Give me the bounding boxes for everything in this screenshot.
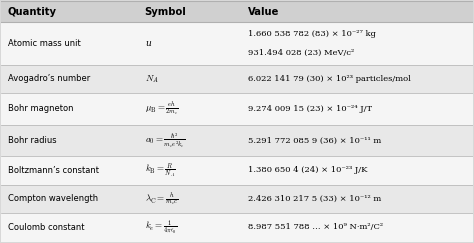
- Bar: [1, 125, 473, 156]
- Text: 1.660 538 782 (83) × 10⁻²⁷ kg: 1.660 538 782 (83) × 10⁻²⁷ kg: [248, 30, 376, 38]
- Text: $\lambda_\mathrm{C} = \frac{h}{m_e c}$: $\lambda_\mathrm{C} = \frac{h}{m_e c}$: [145, 191, 178, 207]
- Text: Coulomb constant: Coulomb constant: [8, 223, 84, 232]
- Text: Compton wavelength: Compton wavelength: [8, 194, 98, 203]
- Text: $N_A$: $N_A$: [145, 73, 159, 85]
- Bar: [1, 185, 473, 213]
- Text: Boltzmann’s constant: Boltzmann’s constant: [8, 166, 99, 175]
- Bar: [1, 213, 473, 242]
- Text: $\mu_\mathrm{B} = \frac{eh}{2m_e}$: $\mu_\mathrm{B} = \frac{eh}{2m_e}$: [145, 100, 179, 117]
- Bar: [1, 22, 473, 65]
- Bar: [1, 93, 473, 125]
- Text: Atomic mass unit: Atomic mass unit: [8, 39, 80, 48]
- Text: 1.380 650 4 (24) × 10⁻²³ J/K: 1.380 650 4 (24) × 10⁻²³ J/K: [248, 166, 367, 174]
- Text: Symbol: Symbol: [144, 7, 186, 17]
- Text: Value: Value: [248, 7, 279, 17]
- Bar: [1, 1, 473, 22]
- Text: 931.494 028 (23) MeV/c²: 931.494 028 (23) MeV/c²: [248, 49, 354, 57]
- Text: $k_\mathrm{B} = \frac{R}{N_A}$: $k_\mathrm{B} = \frac{R}{N_A}$: [145, 162, 176, 179]
- Text: 5.291 772 085 9 (36) × 10⁻¹¹ m: 5.291 772 085 9 (36) × 10⁻¹¹ m: [248, 137, 381, 145]
- Text: 2.426 310 217 5 (33) × 10⁻¹² m: 2.426 310 217 5 (33) × 10⁻¹² m: [248, 195, 381, 203]
- Text: 9.274 009 15 (23) × 10⁻²⁴ J/T: 9.274 009 15 (23) × 10⁻²⁴ J/T: [248, 105, 372, 113]
- Bar: [1, 65, 473, 93]
- Text: 6.022 141 79 (30) × 10²³ particles/mol: 6.022 141 79 (30) × 10²³ particles/mol: [248, 75, 410, 83]
- Text: Bohr radius: Bohr radius: [8, 136, 56, 145]
- Text: 8.987 551 788 … × 10⁹ N·m²/C²: 8.987 551 788 … × 10⁹ N·m²/C²: [248, 223, 383, 231]
- Text: $k_e = \frac{1}{4\pi\epsilon_0}$: $k_e = \frac{1}{4\pi\epsilon_0}$: [145, 218, 177, 236]
- Text: $a_0 = \frac{\hbar^2}{m_e e^2 k_e}$: $a_0 = \frac{\hbar^2}{m_e e^2 k_e}$: [145, 131, 185, 150]
- Bar: [1, 156, 473, 185]
- Text: Bohr magneton: Bohr magneton: [8, 104, 73, 113]
- Text: Quantity: Quantity: [8, 7, 56, 17]
- Text: Avogadro’s number: Avogadro’s number: [8, 74, 90, 83]
- Text: u: u: [145, 39, 151, 48]
